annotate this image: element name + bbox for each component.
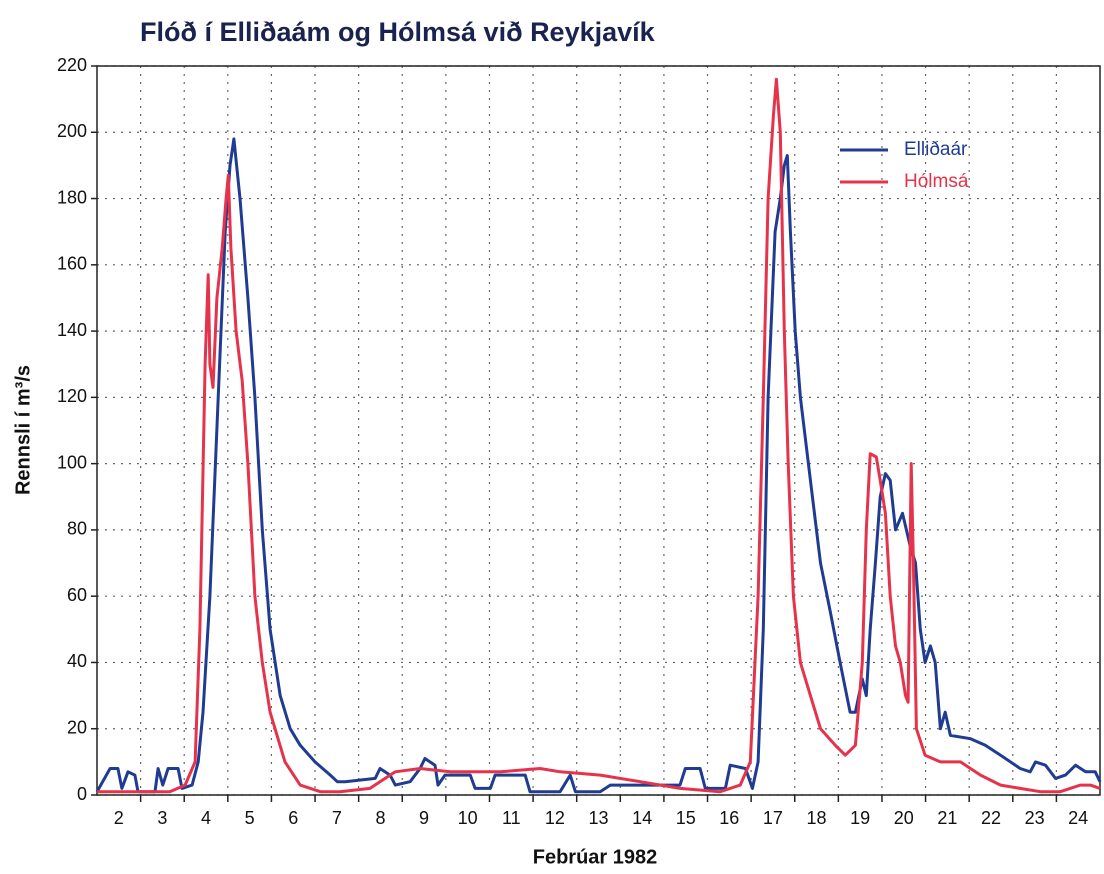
x-tick-label: 12 bbox=[545, 808, 565, 828]
y-tick-label: 120 bbox=[57, 386, 87, 406]
x-tick-label: 17 bbox=[763, 808, 783, 828]
x-tick-label: 5 bbox=[245, 808, 255, 828]
x-tick-label: 22 bbox=[981, 808, 1001, 828]
x-tick-label: 16 bbox=[719, 808, 739, 828]
x-tick-label: 14 bbox=[632, 808, 652, 828]
x-tick-label: 23 bbox=[1025, 808, 1045, 828]
y-tick-label: 160 bbox=[57, 254, 87, 274]
x-tick-label: 9 bbox=[419, 808, 429, 828]
legend-label: Elliðaár bbox=[904, 139, 968, 160]
x-tick-label: 11 bbox=[502, 808, 521, 828]
x-tick-label: 4 bbox=[201, 808, 211, 828]
x-tick-label: 7 bbox=[332, 808, 342, 828]
plot-frame bbox=[96, 65, 1101, 796]
series-line bbox=[95, 137, 1102, 794]
x-tick-label: 8 bbox=[375, 808, 385, 828]
y-axis-label: Rennsli í m³/s bbox=[12, 365, 34, 495]
y-tick-label: 200 bbox=[57, 121, 87, 141]
x-tick-label: 10 bbox=[458, 808, 478, 828]
y-tick-label: 180 bbox=[57, 187, 87, 207]
y-tick-label: 60 bbox=[67, 585, 87, 605]
x-tick-label: 21 bbox=[937, 808, 957, 828]
x-tick-label: 6 bbox=[288, 808, 298, 828]
x-tick-label: 18 bbox=[807, 808, 827, 828]
series-line bbox=[97, 77, 1101, 794]
x-tick-label: 13 bbox=[588, 808, 608, 828]
y-tick-label: 100 bbox=[57, 452, 87, 472]
y-tick-label: 0 bbox=[77, 784, 87, 804]
x-axis-label: Febrúar 1982 bbox=[533, 846, 658, 868]
x-tick-label: 3 bbox=[157, 808, 167, 828]
chart-title: Flóð í Elliðaám og Hólmsá við Reykjavík bbox=[140, 17, 656, 47]
y-tick-label: 80 bbox=[67, 519, 87, 539]
x-tick-label: 2 bbox=[114, 808, 124, 828]
x-tick-label: 15 bbox=[676, 808, 696, 828]
y-tick-label: 20 bbox=[67, 717, 87, 737]
x-tick-label: 20 bbox=[894, 808, 914, 828]
y-tick-label: 140 bbox=[57, 320, 87, 340]
y-tick-label: 220 bbox=[57, 55, 87, 75]
legend-label: Hólmsá bbox=[904, 171, 969, 192]
y-tick-label: 40 bbox=[67, 651, 87, 671]
x-tick-label: 24 bbox=[1068, 808, 1088, 828]
x-tick-label: 19 bbox=[850, 808, 870, 828]
